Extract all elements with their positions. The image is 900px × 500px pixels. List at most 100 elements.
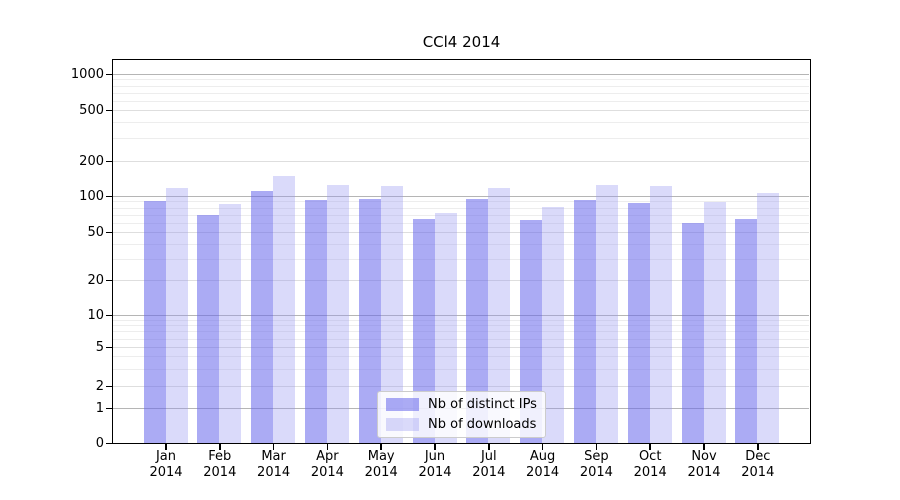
x-tick-mark-dec <box>757 444 759 450</box>
gridline-10 <box>113 315 809 316</box>
gridline-2 <box>113 386 809 387</box>
x-tick-mark-jan <box>165 444 167 450</box>
legend-item-downloads: Nb of downloads <box>386 416 537 433</box>
x-tick-month: Jun <box>424 449 446 464</box>
x-tick-year: 2014 <box>418 465 452 480</box>
gridline-minor-400 <box>113 122 809 124</box>
bar-distinct-ips-feb <box>197 214 220 443</box>
gridline-minor-4 <box>113 356 809 358</box>
x-tick-year: 2014 <box>687 465 721 480</box>
plot-area: Nb of distinct IPs Nb of downloads <box>112 59 811 444</box>
x-tick-mark-oct <box>649 444 651 450</box>
gridline-50 <box>113 232 809 233</box>
gridline-minor-600 <box>113 100 809 102</box>
bar-distinct-ips-jul <box>466 199 489 443</box>
bar-downloads-jul <box>488 188 511 443</box>
x-tick-year: 2014 <box>310 465 344 480</box>
y-tick-label-200: 200 <box>79 153 104 169</box>
bar-distinct-ips-apr <box>304 199 327 443</box>
bar-distinct-ips-aug <box>520 219 543 443</box>
gridline-minor-8 <box>113 325 809 327</box>
bar-downloads-feb <box>219 204 242 443</box>
x-tick-year: 2014 <box>364 465 398 480</box>
bar-downloads-oct <box>649 185 672 443</box>
y-tick-mark-50 <box>106 231 113 234</box>
x-tick-year: 2014 <box>741 465 775 480</box>
y-tick-mark-1000 <box>106 73 113 76</box>
x-tick-mark-jun <box>434 444 436 450</box>
gridline-5 <box>113 347 809 348</box>
x-tick-label-jan: Jan 2014 <box>134 449 198 481</box>
x-tick-label-feb: Feb 2014 <box>188 449 252 481</box>
y-tick-label-5: 5 <box>95 339 104 355</box>
x-tick-month: Oct <box>638 449 662 464</box>
gridline-minor-300 <box>113 138 809 140</box>
gridline-minor-70 <box>113 214 809 216</box>
gridline-minor-60 <box>113 222 809 224</box>
x-tick-mark-mar <box>272 444 275 450</box>
x-tick-month: Mar <box>261 449 286 464</box>
legend-label-distinct-ips: Nb of distinct IPs <box>428 397 537 412</box>
gridline-minor-7 <box>113 331 809 333</box>
bar-downloads-aug <box>542 206 565 443</box>
x-tick-month: Apr <box>316 449 339 464</box>
gridline-minor-90 <box>113 201 809 203</box>
bar-distinct-ips-dec <box>735 219 758 443</box>
x-tick-label-mar: Mar 2014 <box>242 449 306 481</box>
y-tick-label-20: 20 <box>87 272 104 288</box>
y-tick-mark-100 <box>106 195 113 198</box>
gridline-minor-80 <box>113 207 809 209</box>
legend-swatch-distinct-ips <box>386 398 419 411</box>
bar-distinct-ips-jun <box>412 219 435 443</box>
x-tick-label-dec: Dec 2014 <box>726 449 790 481</box>
x-tick-label-aug: Aug 2014 <box>511 449 575 481</box>
x-tick-label-may: May 2014 <box>349 449 413 481</box>
x-tick-mark-nov <box>703 444 705 450</box>
x-tick-year: 2014 <box>633 465 667 480</box>
bar-downloads-jun <box>434 213 457 443</box>
bar-downloads-nov <box>703 202 726 443</box>
x-tick-month: Aug <box>529 449 556 464</box>
y-tick-label-0: 0 <box>95 435 104 451</box>
bar-distinct-ips-may <box>358 199 381 443</box>
bar-downloads-sep <box>595 185 618 443</box>
y-tick-mark-1 <box>106 407 113 410</box>
y-tick-label-100: 100 <box>79 188 104 204</box>
bar-downloads-mar <box>273 176 296 443</box>
x-tick-mark-aug <box>541 444 544 450</box>
x-tick-year: 2014 <box>472 465 506 480</box>
gridline-1000 <box>113 74 809 75</box>
x-tick-month: Jul <box>480 449 497 464</box>
x-tick-label-jun: Jun 2014 <box>403 449 467 481</box>
gridline-minor-800 <box>113 85 809 87</box>
y-tick-label-500: 500 <box>79 102 104 118</box>
legend-item-distinct-ips: Nb of distinct IPs <box>386 396 537 413</box>
x-tick-month: May <box>367 449 395 464</box>
bar-distinct-ips-sep <box>573 199 596 443</box>
gridline-minor-700 <box>113 92 809 94</box>
x-tick-label-nov: Nov 2014 <box>672 449 736 481</box>
bar-downloads-may <box>380 185 403 443</box>
gridline-100 <box>113 196 809 197</box>
x-tick-month: Nov <box>691 449 717 464</box>
x-tick-mark-jul <box>488 444 490 450</box>
y-tick-mark-20 <box>106 279 113 282</box>
bar-downloads-dec <box>757 193 780 443</box>
gridline-20 <box>113 280 809 281</box>
y-tick-mark-2 <box>106 385 113 388</box>
bar-distinct-ips-nov <box>681 222 704 443</box>
x-tick-month: Jan <box>155 449 177 464</box>
y-tick-mark-5 <box>106 346 113 349</box>
legend-swatch-downloads <box>386 418 419 431</box>
gridline-minor-9 <box>113 319 809 321</box>
bar-downloads-apr <box>326 185 349 443</box>
x-tick-mark-sep <box>595 444 598 450</box>
x-tick-year: 2014 <box>149 465 183 480</box>
x-tick-year: 2014 <box>203 465 237 480</box>
gridline-minor-30 <box>113 258 809 260</box>
bar-downloads-jan <box>165 188 188 443</box>
gridline-200 <box>113 161 809 162</box>
y-tick-label-1: 1 <box>95 400 104 416</box>
bar-distinct-ips-jan <box>143 201 166 443</box>
